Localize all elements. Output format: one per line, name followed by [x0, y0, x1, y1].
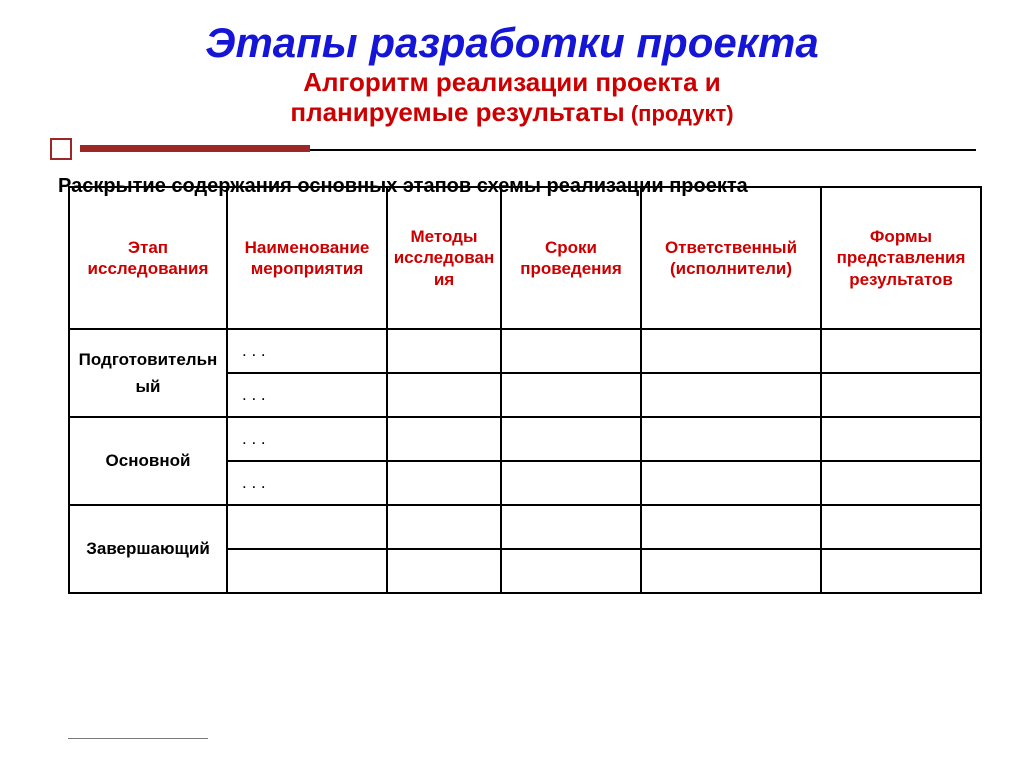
table-cell: . . . — [227, 373, 387, 417]
subtitle-line2: планируемые результаты — [290, 97, 624, 127]
bottom-underline — [68, 738, 208, 739]
table-cell — [641, 373, 821, 417]
table-cell — [227, 549, 387, 593]
stage-label-cell: Завершающий — [69, 505, 227, 593]
table-header-cell: Формы представления результатов — [821, 187, 981, 329]
table-cell — [387, 329, 501, 373]
thin-divider — [310, 149, 976, 151]
table-cell: . . . — [227, 329, 387, 373]
table-cell — [387, 505, 501, 549]
table-cell — [821, 505, 981, 549]
table-cell: . . . — [227, 417, 387, 461]
table-cell — [821, 417, 981, 461]
table-header-cell: Наименование мероприятия — [227, 187, 387, 329]
stage-label-cell: Подготовительный — [69, 329, 227, 417]
table-cell: . . . — [227, 461, 387, 505]
table-container: Этап исследованияНаименование мероприяти… — [68, 186, 976, 594]
table-header-cell: Методы исследования — [387, 187, 501, 329]
table-cell — [387, 461, 501, 505]
table-header-cell: Сроки проведения — [501, 187, 641, 329]
table-cell — [641, 549, 821, 593]
table-cell — [387, 417, 501, 461]
table-row: Завершающий — [69, 505, 981, 549]
table-header-row: Этап исследованияНаименование мероприяти… — [69, 187, 981, 329]
table-cell — [821, 373, 981, 417]
table-cell — [501, 417, 641, 461]
stage-label-cell: Основной — [69, 417, 227, 505]
table-cell — [641, 505, 821, 549]
table-cell — [821, 329, 981, 373]
table-cell — [641, 329, 821, 373]
table-header-cell: Ответственный (исполнители) — [641, 187, 821, 329]
table-cell — [501, 505, 641, 549]
subtitle-line1: Алгоритм реализации проекта и — [303, 67, 721, 97]
table-header-cell: Этап исследования — [69, 187, 227, 329]
thick-divider — [80, 145, 310, 152]
table-row: Основной. . . — [69, 417, 981, 461]
table-cell — [501, 329, 641, 373]
table-cell — [501, 549, 641, 593]
table-cell — [227, 505, 387, 549]
table-body: Подготовительный. . .. . .Основной. . ..… — [69, 329, 981, 593]
table-cell — [641, 417, 821, 461]
subtitle: Алгоритм реализации проекта и планируемы… — [48, 68, 976, 128]
table-cell — [641, 461, 821, 505]
table-cell — [821, 549, 981, 593]
main-title: Этапы разработки проекта — [48, 20, 976, 66]
square-bullet-icon — [50, 138, 72, 160]
table-cell — [501, 373, 641, 417]
table-cell — [387, 373, 501, 417]
stages-table: Этап исследованияНаименование мероприяти… — [68, 186, 982, 594]
subtitle-suffix: (продукт) — [625, 101, 734, 126]
table-cell — [501, 461, 641, 505]
table-cell — [387, 549, 501, 593]
slide-content: Этапы разработки проекта Алгоритм реализ… — [0, 0, 1024, 594]
table-row: Подготовительный. . . — [69, 329, 981, 373]
table-cell — [821, 461, 981, 505]
divider — [48, 138, 976, 160]
